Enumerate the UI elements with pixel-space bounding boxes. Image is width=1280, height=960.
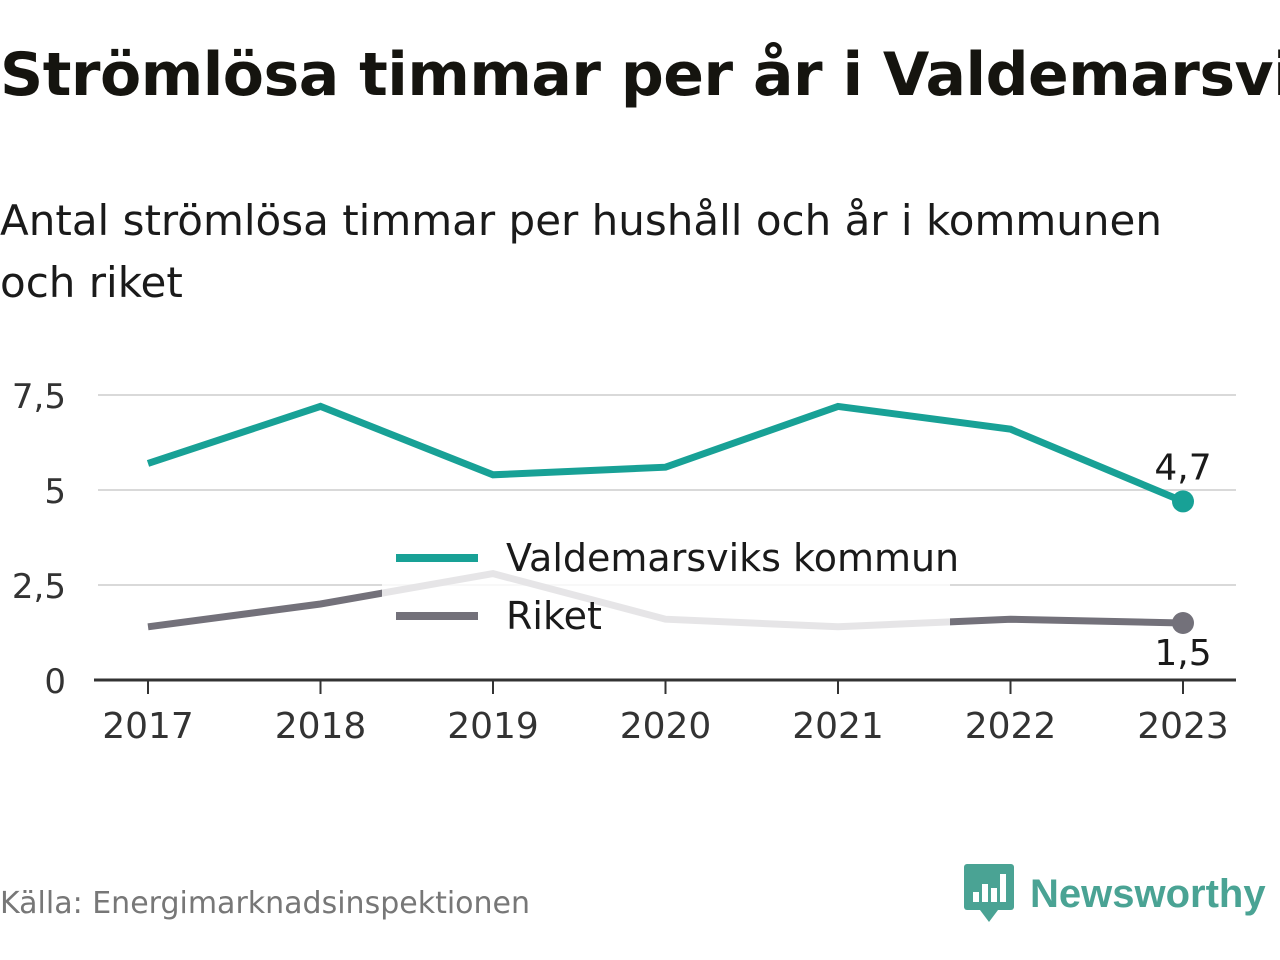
x-tick-label: 2023 [1137, 706, 1229, 747]
data-point [317, 403, 324, 410]
x-tick-label: 2021 [792, 706, 884, 747]
series-line [146, 402, 1185, 505]
x-tick-label: 2022 [965, 706, 1057, 747]
brand-logo: Newsworthy [964, 864, 1266, 924]
data-point [145, 460, 152, 467]
data-point [835, 403, 842, 410]
x-tick-label: 2019 [447, 706, 539, 747]
source-note: Källa: Energimarknadsinspektionen [0, 886, 531, 921]
brand-name: Newsworthy [1030, 871, 1266, 916]
line-chart: 0 2,5 5 7,5 2017 2018 2019 2020 2021 2022 2023 Vald… [12, 377, 1236, 747]
x-tick-label: 2017 [102, 706, 194, 747]
data-point [662, 464, 669, 471]
chart-title: Strömlösa timmar per år i Valdemarsvik [0, 40, 1280, 110]
data-point [1007, 426, 1014, 433]
data-point [317, 601, 324, 608]
y-tick-label: 0 [44, 662, 66, 702]
y-tick-label: 2,5 [12, 567, 66, 607]
x-tick-label: 2020 [620, 706, 712, 747]
end-point-marker [1172, 490, 1194, 513]
legend-box [382, 530, 950, 644]
chart-subtitle: Antal strömlösa timmar per hushåll och å… [0, 196, 1162, 307]
data-point [145, 623, 152, 630]
x-tick-label: 2018 [275, 706, 367, 747]
legend-label: Valdemarsviks kommun [506, 536, 959, 580]
legend-label: Riket [506, 594, 602, 638]
end-value-label: 1,5 [1154, 633, 1211, 674]
end-point-marker [1172, 612, 1194, 634]
newsworthy-logo-icon [964, 864, 1014, 922]
y-tick-label: 5 [44, 472, 66, 512]
end-value-label: 4,7 [1154, 447, 1211, 488]
data-point [490, 471, 497, 478]
y-tick-label: 7,5 [12, 377, 66, 417]
data-point [1007, 616, 1014, 623]
